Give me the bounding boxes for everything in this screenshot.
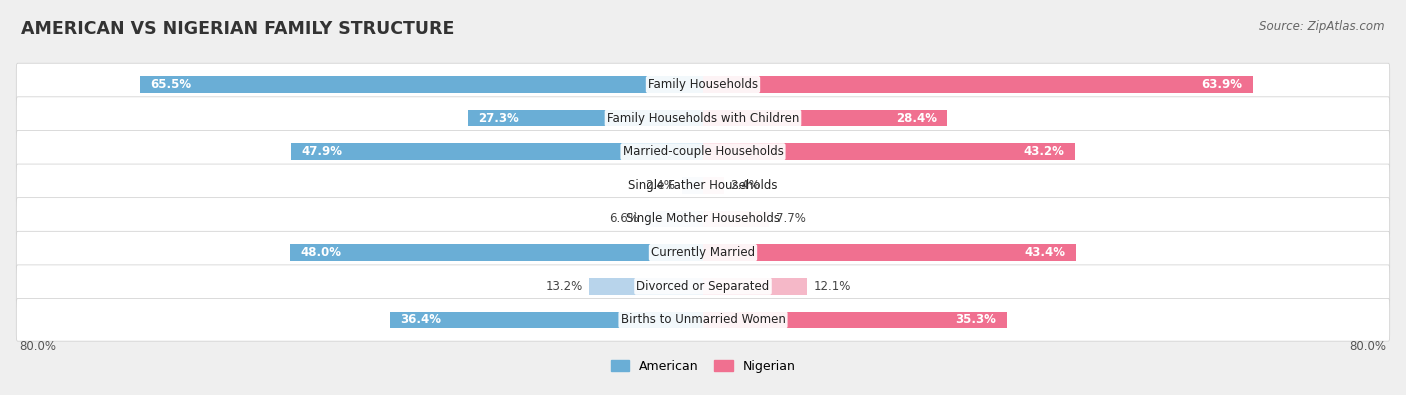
Text: 36.4%: 36.4% — [401, 313, 441, 326]
Bar — [589, 278, 703, 295]
Bar — [703, 211, 769, 227]
Text: 28.4%: 28.4% — [896, 112, 936, 125]
Text: AMERICAN VS NIGERIAN FAMILY STRUCTURE: AMERICAN VS NIGERIAN FAMILY STRUCTURE — [21, 20, 454, 38]
Text: 27.3%: 27.3% — [478, 112, 519, 125]
Bar — [703, 76, 1253, 93]
Text: 7.7%: 7.7% — [776, 213, 806, 226]
Text: Single Father Households: Single Father Households — [628, 179, 778, 192]
Text: Single Mother Households: Single Mother Households — [626, 213, 780, 226]
Text: Source: ZipAtlas.com: Source: ZipAtlas.com — [1260, 20, 1385, 33]
Text: 2.4%: 2.4% — [731, 179, 761, 192]
Text: 47.9%: 47.9% — [301, 145, 343, 158]
Bar — [703, 177, 724, 194]
Bar — [703, 312, 1007, 328]
Bar — [291, 143, 703, 160]
FancyBboxPatch shape — [17, 164, 1389, 207]
Text: 2.4%: 2.4% — [645, 179, 675, 192]
FancyBboxPatch shape — [17, 299, 1389, 341]
FancyBboxPatch shape — [17, 265, 1389, 308]
Bar — [647, 211, 703, 227]
Bar — [290, 244, 703, 261]
Bar — [703, 143, 1074, 160]
Text: Currently Married: Currently Married — [651, 246, 755, 259]
Bar — [468, 110, 703, 126]
Text: 6.6%: 6.6% — [609, 213, 640, 226]
FancyBboxPatch shape — [17, 97, 1389, 139]
Bar — [703, 244, 1076, 261]
Text: Family Households with Children: Family Households with Children — [607, 112, 799, 125]
Text: 12.1%: 12.1% — [814, 280, 851, 293]
FancyBboxPatch shape — [17, 130, 1389, 173]
FancyBboxPatch shape — [17, 231, 1389, 274]
Bar — [703, 278, 807, 295]
Text: 43.4%: 43.4% — [1025, 246, 1066, 259]
FancyBboxPatch shape — [17, 198, 1389, 240]
Legend: American, Nigerian: American, Nigerian — [606, 355, 800, 378]
FancyBboxPatch shape — [17, 63, 1389, 106]
Text: Divorced or Separated: Divorced or Separated — [637, 280, 769, 293]
Bar — [682, 177, 703, 194]
Bar — [139, 76, 703, 93]
Text: 35.3%: 35.3% — [956, 313, 997, 326]
Text: 80.0%: 80.0% — [20, 340, 56, 353]
Text: 65.5%: 65.5% — [150, 78, 191, 91]
Bar — [389, 312, 703, 328]
Text: Family Households: Family Households — [648, 78, 758, 91]
Text: 63.9%: 63.9% — [1201, 78, 1243, 91]
Text: 43.2%: 43.2% — [1024, 145, 1064, 158]
Text: 80.0%: 80.0% — [1350, 340, 1386, 353]
Text: 48.0%: 48.0% — [301, 246, 342, 259]
Bar — [703, 110, 948, 126]
Text: Births to Unmarried Women: Births to Unmarried Women — [620, 313, 786, 326]
Text: Married-couple Households: Married-couple Households — [623, 145, 783, 158]
Text: 13.2%: 13.2% — [546, 280, 582, 293]
